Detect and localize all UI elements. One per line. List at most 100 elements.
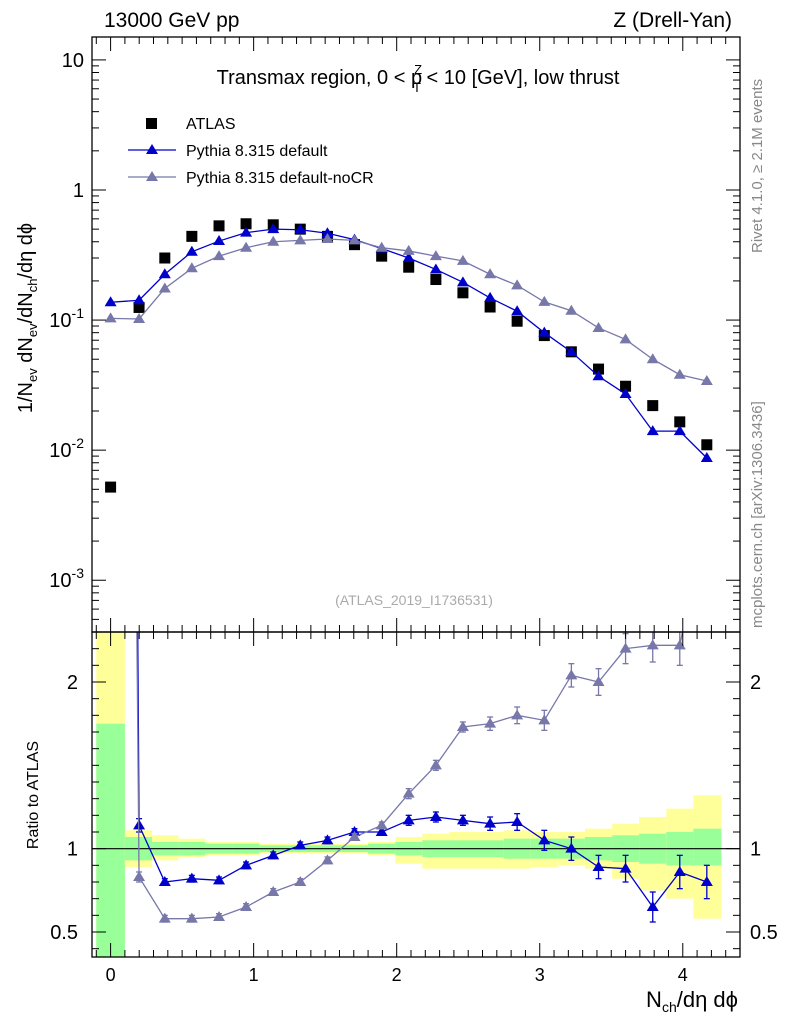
ratio-point <box>484 717 497 728</box>
y-tick-label: 10-3 <box>49 565 84 592</box>
ratio-point <box>592 861 605 871</box>
mc-point <box>321 232 334 243</box>
mc-point <box>511 279 524 290</box>
mc-point <box>104 312 117 323</box>
ratio-point <box>213 911 226 921</box>
main-series-2 <box>104 232 713 386</box>
ratio-point <box>673 639 686 650</box>
mc-point <box>267 223 280 234</box>
mc-point <box>213 250 226 261</box>
ratio-y-tick-label-right: 0.5 <box>750 922 778 944</box>
mc-point <box>511 305 524 316</box>
mc-point <box>673 425 686 436</box>
watermark: (ATLAS_2019_I1736531) <box>335 592 493 608</box>
atlas-point <box>159 252 171 264</box>
ratio-point <box>294 839 307 850</box>
atlas-point <box>701 439 713 451</box>
ratio-band-green <box>96 723 125 957</box>
ratio-point <box>456 814 469 825</box>
side-note-top: Rivet 4.1.0, ≥ 2.1M events <box>749 79 766 253</box>
svg-text:1/Nev dNev/dNch/dη dϕ: 1/Nev dNev/dNch/dη dϕ <box>15 223 40 413</box>
atlas-point <box>457 287 469 299</box>
header-left: 13000 GeV pp <box>104 9 239 32</box>
mc-point <box>619 388 632 399</box>
ratio-y-tick-label-right: 1 <box>750 839 761 861</box>
mc-point <box>267 235 280 246</box>
main-series-1 <box>104 223 713 463</box>
ratio-point <box>646 639 659 650</box>
x-tick-label: 3 <box>535 965 545 985</box>
atlas-point <box>647 400 659 412</box>
mc-point <box>456 276 469 287</box>
ratio-point <box>158 876 171 886</box>
legend: ATLAS Pythia 8.315 default Pythia 8.315 … <box>128 116 374 187</box>
ratio-point <box>456 721 469 731</box>
x-tick-label: 4 <box>678 965 688 985</box>
ratio-point <box>240 901 253 911</box>
ratio-point <box>565 669 578 680</box>
ratio-series-0 <box>133 632 713 923</box>
atlas-point <box>511 315 523 327</box>
ratio-point <box>267 886 280 896</box>
mc-point <box>158 282 171 293</box>
atlas-point <box>213 220 225 232</box>
mc-point <box>673 368 686 379</box>
mc-point <box>456 254 469 265</box>
ratio-point <box>185 912 198 923</box>
mc-point <box>294 234 307 245</box>
atlas-point <box>430 274 442 286</box>
ratio-point <box>646 901 659 911</box>
mc-point <box>402 244 415 255</box>
ratio-point <box>375 819 388 830</box>
ratio-y-tick-label-right: 2 <box>750 672 761 694</box>
y-tick-label: 1 <box>73 180 84 202</box>
svg-text:Nch/dη dϕ: Nch/dη dϕ <box>646 987 738 1015</box>
ratio-point <box>538 834 551 845</box>
ratio-point <box>592 676 605 686</box>
ratio-point <box>511 709 524 720</box>
ratio-point <box>185 872 198 883</box>
ratio-point <box>375 826 388 836</box>
mc-point <box>538 295 551 306</box>
mc-point <box>348 234 361 245</box>
atlas-point <box>593 363 605 375</box>
mc-point <box>484 268 497 279</box>
x-tick-label: 0 <box>106 965 116 985</box>
ratio-frame <box>91 631 741 958</box>
mc-point <box>429 263 442 274</box>
mc-point <box>104 296 117 307</box>
x-axis-label: Nch/dη dϕ <box>646 987 738 1015</box>
ratio-band-green <box>693 828 722 866</box>
mc-point <box>646 353 659 364</box>
ratio-point <box>700 876 713 886</box>
ratio-y-tick-label-left: 1 <box>67 839 78 861</box>
x-tick-label: 2 <box>392 965 402 985</box>
ratio-line-0 <box>137 632 708 909</box>
ratio-point <box>429 759 442 770</box>
ratio-point <box>240 859 253 870</box>
ratio-point <box>619 642 632 653</box>
mc-point <box>646 425 659 436</box>
mc-point <box>538 326 551 337</box>
ratio-point <box>538 714 551 725</box>
y-tick-label: 10 <box>62 50 84 72</box>
mc-point <box>240 226 253 237</box>
atlas-point <box>376 250 388 262</box>
mc-point <box>429 250 442 261</box>
mc-point <box>321 227 334 238</box>
mc-point <box>158 268 171 279</box>
mc-point <box>565 345 578 356</box>
mc-point <box>484 291 497 302</box>
atlas-point <box>484 301 496 313</box>
mc-point <box>185 262 198 273</box>
svg-text:Transmax region, 0 < pZT < 10: Transmax region, 0 < pZ T < 10 [GeV], low… <box>217 62 620 95</box>
legend-marker-atlas <box>146 118 157 129</box>
ratio-y-tick-label-left: 2 <box>67 672 78 694</box>
mc-point <box>700 375 713 386</box>
ratio-point <box>348 831 361 841</box>
atlas-point <box>105 481 117 493</box>
mc-point <box>133 294 146 305</box>
ratio-point <box>511 816 524 826</box>
mc-point <box>294 223 307 234</box>
ratio-line-1 <box>136 632 684 920</box>
